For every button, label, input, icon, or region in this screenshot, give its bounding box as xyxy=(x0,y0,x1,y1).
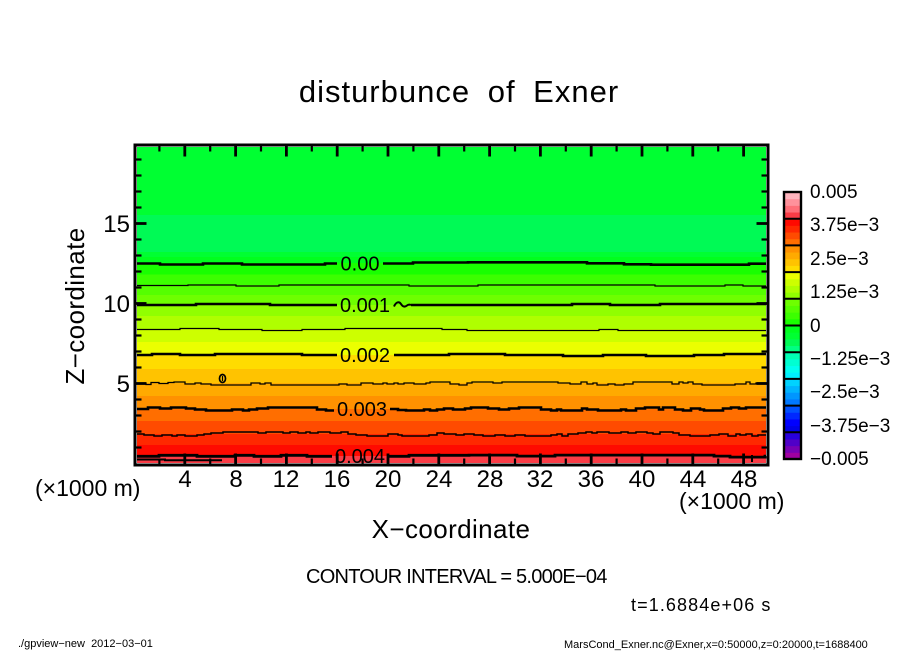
svg-text:−0.005: −0.005 xyxy=(810,449,869,470)
svg-text:48: 48 xyxy=(731,466,758,493)
svg-text:−3.75e−3: −3.75e−3 xyxy=(810,416,890,437)
svg-text:28: 28 xyxy=(477,466,504,493)
svg-text:−2.5e−3: −2.5e−3 xyxy=(810,382,880,403)
svg-text:10: 10 xyxy=(103,291,130,318)
svg-text:MarsCond_Exner.nc@Exner,x=0:50: MarsCond_Exner.nc@Exner,x=0:50000,z=0:20… xyxy=(564,639,868,651)
svg-text:0.005: 0.005 xyxy=(810,182,858,203)
svg-text:(×1000 m): (×1000 m) xyxy=(35,475,140,501)
svg-text:3.75e−3: 3.75e−3 xyxy=(810,215,879,236)
svg-text:20: 20 xyxy=(375,466,402,493)
svg-text:5: 5 xyxy=(117,371,130,398)
svg-text:0: 0 xyxy=(810,316,821,337)
svg-text:32: 32 xyxy=(527,466,554,493)
svg-text:1.25e−3: 1.25e−3 xyxy=(810,282,879,303)
svg-text:36: 36 xyxy=(578,466,605,493)
svg-text:2.5e−3: 2.5e−3 xyxy=(810,249,869,270)
svg-text:./gpview−new 2012−03−01: ./gpview−new 2012−03−01 xyxy=(18,638,153,650)
svg-text:12: 12 xyxy=(273,466,300,493)
svg-text:44: 44 xyxy=(680,466,707,493)
svg-text:8: 8 xyxy=(229,466,242,493)
svg-text:0.002: 0.002 xyxy=(340,345,390,367)
svg-text:X−coordinate: X−coordinate xyxy=(372,514,531,544)
svg-text:4: 4 xyxy=(178,466,191,493)
svg-text:24: 24 xyxy=(426,466,453,493)
svg-text:0.004: 0.004 xyxy=(335,446,385,468)
svg-text:(×1000 m): (×1000 m) xyxy=(679,488,784,514)
svg-text:0.00: 0.00 xyxy=(341,254,380,276)
svg-text:disturbunce of Exner: disturbunce of Exner xyxy=(299,74,619,109)
svg-text:Z−coordinate: Z−coordinate xyxy=(60,227,90,384)
svg-text:−1.25e−3: −1.25e−3 xyxy=(810,349,890,370)
svg-text:16: 16 xyxy=(324,466,351,493)
svg-text:0.001: 0.001 xyxy=(340,295,390,317)
svg-text:CONTOUR INTERVAL = 5.000E−04: CONTOUR INTERVAL = 5.000E−04 xyxy=(306,566,607,588)
svg-text:40: 40 xyxy=(629,466,656,493)
svg-text:t=1.6884e+06 s: t=1.6884e+06 s xyxy=(631,595,772,615)
svg-text:15: 15 xyxy=(103,211,130,238)
svg-text:0.003: 0.003 xyxy=(337,399,387,421)
